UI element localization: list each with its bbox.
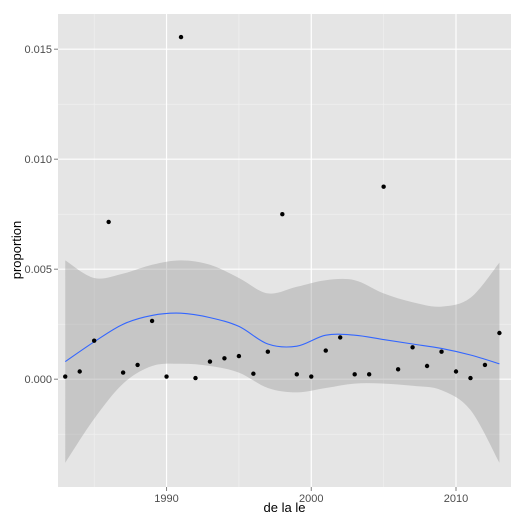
data-point [265, 349, 271, 354]
data-point [91, 338, 97, 343]
x-tick-label: 2010 [444, 493, 468, 505]
x-tick-label: 1990 [154, 493, 178, 505]
data-point [424, 363, 430, 369]
data-point [106, 219, 111, 225]
y-axis-ticks: 0.000 0.005 0.010 0.015 [24, 44, 58, 386]
data-point [294, 372, 300, 377]
data-point [63, 374, 68, 379]
data-point [410, 345, 415, 350]
data-point [222, 356, 227, 361]
data-point [453, 369, 459, 374]
y-tick-label: 0.010 [24, 154, 52, 166]
data-point [178, 34, 184, 40]
x-tick-label: 2000 [299, 493, 323, 505]
plot-panel [58, 14, 511, 487]
data-point [251, 371, 256, 376]
data-points-layer [63, 34, 502, 381]
data-point [164, 374, 169, 379]
data-point [352, 372, 357, 377]
y-axis-title: proportion [9, 221, 24, 280]
data-point [497, 330, 502, 336]
data-point [236, 353, 242, 359]
data-point [309, 374, 314, 379]
data-point [468, 375, 473, 381]
smooth-trend-line [64, 312, 500, 365]
y-tick-label: 0.015 [24, 44, 52, 56]
x-axis-title: de la le [264, 500, 306, 515]
y-tick-label: 0.005 [24, 264, 52, 276]
data-point [193, 375, 198, 381]
y-tick-label: 0.000 [24, 374, 52, 386]
data-point [439, 349, 444, 354]
major-gridlines [58, 14, 511, 487]
data-point [482, 362, 488, 368]
data-point [280, 212, 285, 217]
data-point [120, 370, 126, 375]
data-point [366, 372, 372, 377]
data-point [135, 362, 140, 368]
x-axis-ticks: 1990 2000 2010 [154, 487, 468, 505]
data-point [323, 348, 328, 353]
data-point [338, 335, 343, 340]
confidence-band-layer [65, 260, 500, 463]
data-point [395, 367, 401, 372]
smooth-line-layer [64, 312, 500, 365]
data-point [381, 184, 386, 189]
confidence-band [65, 260, 500, 463]
data-point [207, 359, 213, 364]
data-point [77, 369, 82, 374]
data-point [149, 318, 155, 324]
